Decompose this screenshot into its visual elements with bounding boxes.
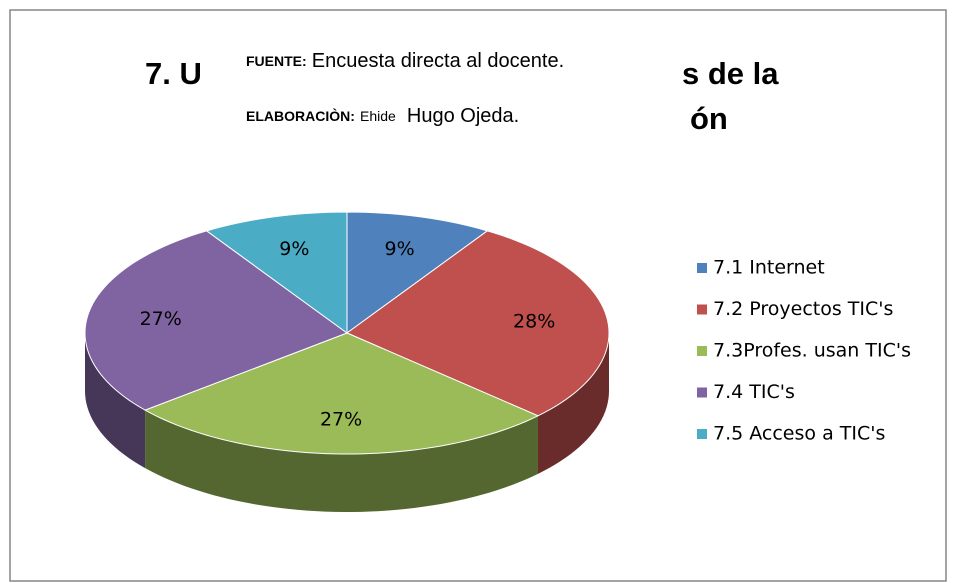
legend-label: 7.5 Acceso a TIC's bbox=[713, 423, 885, 445]
source-box: FUENTE: Encuesta directa al docente. ELA… bbox=[238, 36, 656, 142]
author-first: Ehide bbox=[360, 108, 396, 124]
author-rest: Hugo Ojeda. bbox=[407, 105, 519, 127]
data-label: 9% bbox=[385, 238, 415, 260]
data-label: 27% bbox=[320, 409, 362, 431]
slice-side bbox=[85, 333, 146, 469]
legend-label: 7.2 Proyectos TIC's bbox=[713, 298, 893, 320]
author-line: ELABORACIÒN: Ehide Hugo Ojeda. bbox=[246, 105, 519, 127]
legend-label: 7.3Profes. usan TIC's bbox=[713, 340, 911, 362]
slice bbox=[143, 332, 540, 455]
title-fragment: s de la bbox=[682, 56, 779, 91]
slice bbox=[345, 230, 610, 417]
slice bbox=[346, 211, 489, 334]
author-label: ELABORACIÒN: bbox=[246, 107, 355, 124]
source-line: FUENTE: Encuesta directa al docente. bbox=[246, 50, 564, 72]
legend-swatch bbox=[697, 346, 707, 356]
slice-side bbox=[537, 333, 609, 474]
data-label: 28% bbox=[513, 311, 555, 333]
source-label: FUENTE: bbox=[246, 53, 307, 69]
title-fragment: ón bbox=[690, 101, 728, 136]
legend-swatch bbox=[697, 304, 707, 315]
slice bbox=[205, 211, 348, 334]
legend-label: 7.4 TIC's bbox=[713, 381, 795, 403]
data-label: 9% bbox=[279, 238, 309, 260]
legend-swatch bbox=[697, 429, 707, 439]
slice-side bbox=[145, 410, 538, 512]
source-box-bg bbox=[238, 36, 656, 142]
slice bbox=[84, 230, 349, 411]
pie: 9% 28% 27% 27% 9% bbox=[84, 211, 610, 512]
data-label: 27% bbox=[140, 308, 182, 330]
legend-label: 7.1 Internet bbox=[713, 257, 825, 279]
source-text: Encuesta directa al docente. bbox=[312, 50, 564, 72]
legend-swatch bbox=[697, 263, 707, 273]
legend-swatch bbox=[697, 387, 707, 398]
title-fragment: 7. U bbox=[145, 56, 202, 91]
